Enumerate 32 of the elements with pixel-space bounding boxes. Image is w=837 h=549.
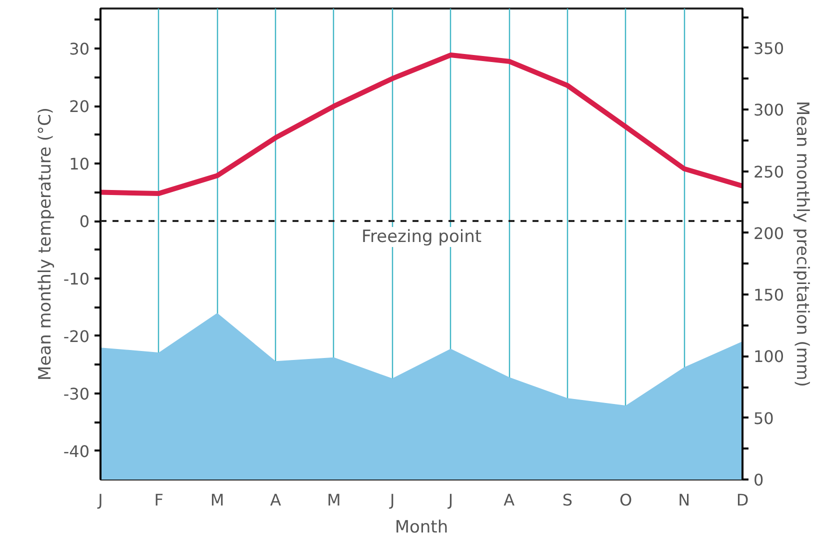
y2-tick-label: 0 (754, 470, 764, 490)
y-tick-label: 20 (69, 97, 90, 116)
x-tick-label: A (504, 490, 515, 510)
x-tick-label: J (97, 490, 103, 510)
y-tick-label: -10 (63, 269, 90, 288)
y2-tick-label: 50 (754, 408, 774, 428)
x-tick-label: O (619, 490, 632, 510)
y2-tick-label: 100 (754, 347, 784, 366)
ref-line-label: Freezing point (361, 227, 482, 248)
y-tick-label: -40 (63, 442, 90, 461)
x-tick-label: J (447, 490, 454, 510)
x-tick-label: J (388, 490, 395, 510)
y2-tick-label: 300 (754, 100, 784, 120)
y-tick-label: 0 (79, 212, 90, 232)
y-tick-label: 10 (69, 154, 90, 174)
y-axis-title: Mean monthly temperature (°C) (35, 108, 56, 380)
x-tick-label: F (154, 490, 164, 510)
y2-tick-label: 250 (754, 162, 784, 182)
y2-tick-label: 200 (754, 224, 784, 243)
x-axis-title: Month (394, 518, 448, 538)
x-tick-label: M (210, 490, 224, 510)
x-tick-label: S (562, 490, 572, 510)
x-tick-label: D (736, 490, 749, 510)
x-tick-label: M (327, 490, 341, 510)
y-tick-label: -20 (63, 326, 90, 346)
y2-tick-label: 350 (754, 38, 784, 58)
y2-tick-label: 150 (754, 286, 784, 305)
x-tick-label: A (270, 490, 282, 510)
y2-axis-title: Mean monthly precipitation (mm) (792, 101, 812, 387)
y-tick-label: 30 (69, 40, 90, 59)
x-tick-label: N (678, 490, 690, 510)
y-tick-label: -30 (63, 384, 90, 404)
